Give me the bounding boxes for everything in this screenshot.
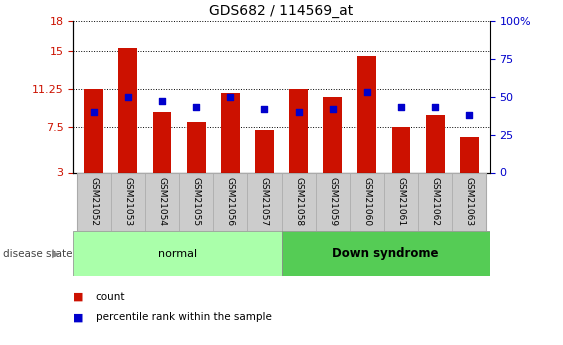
Point	[363, 89, 372, 95]
Bar	[145, 172, 179, 231]
Text: GSM21056: GSM21056	[226, 177, 235, 226]
Bar	[358, 56, 376, 172]
Text: ▶: ▶	[52, 249, 59, 258]
Bar	[111, 172, 145, 231]
Bar	[118, 48, 137, 172]
Bar	[213, 172, 247, 231]
Bar	[187, 122, 205, 172]
Bar	[247, 172, 282, 231]
Text: Down syndrome: Down syndrome	[332, 247, 439, 260]
Point	[396, 105, 405, 110]
Text: normal: normal	[158, 249, 197, 258]
Point	[89, 109, 98, 115]
Title: GDS682 / 114569_at: GDS682 / 114569_at	[209, 4, 354, 18]
Text: GSM21058: GSM21058	[294, 177, 303, 226]
Bar	[452, 172, 486, 231]
Bar	[350, 172, 384, 231]
Bar	[426, 115, 445, 172]
Text: GSM21057: GSM21057	[260, 177, 269, 226]
Bar	[323, 97, 342, 172]
Text: GSM21062: GSM21062	[431, 177, 440, 226]
Bar	[289, 89, 308, 172]
Point	[260, 106, 269, 111]
Point	[158, 98, 167, 104]
Text: GSM21060: GSM21060	[363, 177, 372, 226]
Text: GSM21055: GSM21055	[191, 177, 200, 226]
Bar	[282, 231, 490, 276]
Bar	[316, 172, 350, 231]
Bar	[73, 231, 282, 276]
Bar	[255, 130, 274, 172]
Bar	[418, 172, 452, 231]
Text: GSM21059: GSM21059	[328, 177, 337, 226]
Text: count: count	[96, 292, 125, 302]
Bar	[282, 172, 316, 231]
Bar	[77, 172, 111, 231]
Bar	[153, 112, 171, 172]
Point	[328, 106, 337, 111]
Text: GSM21061: GSM21061	[396, 177, 405, 226]
Point	[431, 105, 440, 110]
Bar	[460, 137, 479, 172]
Text: disease state: disease state	[3, 249, 72, 258]
Point	[465, 112, 474, 118]
Bar	[84, 89, 103, 172]
Point	[294, 109, 303, 115]
Text: GSM21063: GSM21063	[465, 177, 474, 226]
Bar	[221, 92, 240, 172]
Point	[226, 94, 235, 99]
Bar	[384, 172, 418, 231]
Text: ■: ■	[73, 292, 84, 302]
Text: GSM21052: GSM21052	[89, 177, 98, 226]
Point	[191, 105, 200, 110]
Text: percentile rank within the sample: percentile rank within the sample	[96, 313, 271, 322]
Text: GSM21054: GSM21054	[158, 177, 167, 226]
Text: ■: ■	[73, 313, 84, 322]
Bar	[179, 172, 213, 231]
Text: GSM21053: GSM21053	[123, 177, 132, 226]
Point	[123, 94, 132, 99]
Bar	[392, 127, 410, 172]
